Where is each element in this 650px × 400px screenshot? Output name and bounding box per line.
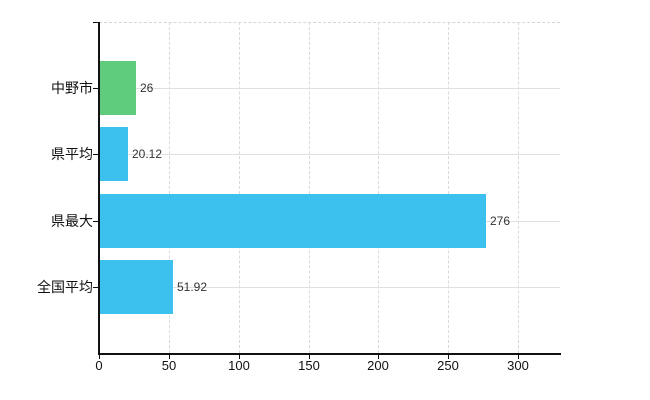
y-axis-line (98, 22, 100, 355)
x-axis-line (98, 353, 561, 355)
category-label: 全国平均 (37, 279, 93, 295)
bar-nakanoshi (100, 61, 136, 115)
x-axis-tick (518, 355, 519, 359)
value-label: 51.92 (177, 280, 208, 294)
x-axis-tick (99, 355, 100, 359)
bar-ken-saidai (100, 194, 486, 248)
category-label: 県最大 (51, 213, 93, 229)
horizontal-gridline (99, 154, 560, 155)
vertical-gridline (239, 22, 240, 353)
vertical-gridline (448, 22, 449, 353)
x-axis-tick-label: 300 (507, 358, 529, 373)
y-axis-tick (93, 154, 99, 155)
value-label: 26 (140, 81, 154, 95)
value-label: 20.12 (132, 147, 163, 161)
vertical-gridline (169, 22, 170, 353)
y-axis-tick (93, 88, 99, 89)
y-axis-tick (93, 221, 99, 222)
x-axis-tick-label: 100 (228, 358, 250, 373)
bar-zenkoku-heikin (100, 260, 173, 314)
bar-ken-heikin (100, 127, 128, 181)
x-axis-tick (448, 355, 449, 359)
plot-top-border (99, 22, 560, 23)
x-axis-tick-label: 50 (161, 358, 177, 373)
y-axis-tick (93, 287, 99, 288)
x-axis-tick-label: 250 (437, 358, 459, 373)
x-axis-tick (309, 355, 310, 359)
x-axis-tick (239, 355, 240, 359)
vertical-gridline (378, 22, 379, 353)
x-axis-tick-label: 0 (95, 358, 103, 373)
x-axis-tick-label: 150 (298, 358, 320, 373)
vertical-gridline (309, 22, 310, 353)
x-axis-tick (378, 355, 379, 359)
x-axis-tick-label: 200 (367, 358, 389, 373)
horizontal-gridline (99, 88, 560, 89)
x-axis-tick (169, 355, 170, 359)
category-label: 県平均 (51, 146, 93, 162)
vertical-gridline (518, 22, 519, 353)
horizontal-gridline (99, 287, 560, 288)
category-label: 中野市 (51, 80, 93, 96)
y-axis-tick (93, 22, 99, 23)
value-label: 276 (490, 214, 511, 228)
